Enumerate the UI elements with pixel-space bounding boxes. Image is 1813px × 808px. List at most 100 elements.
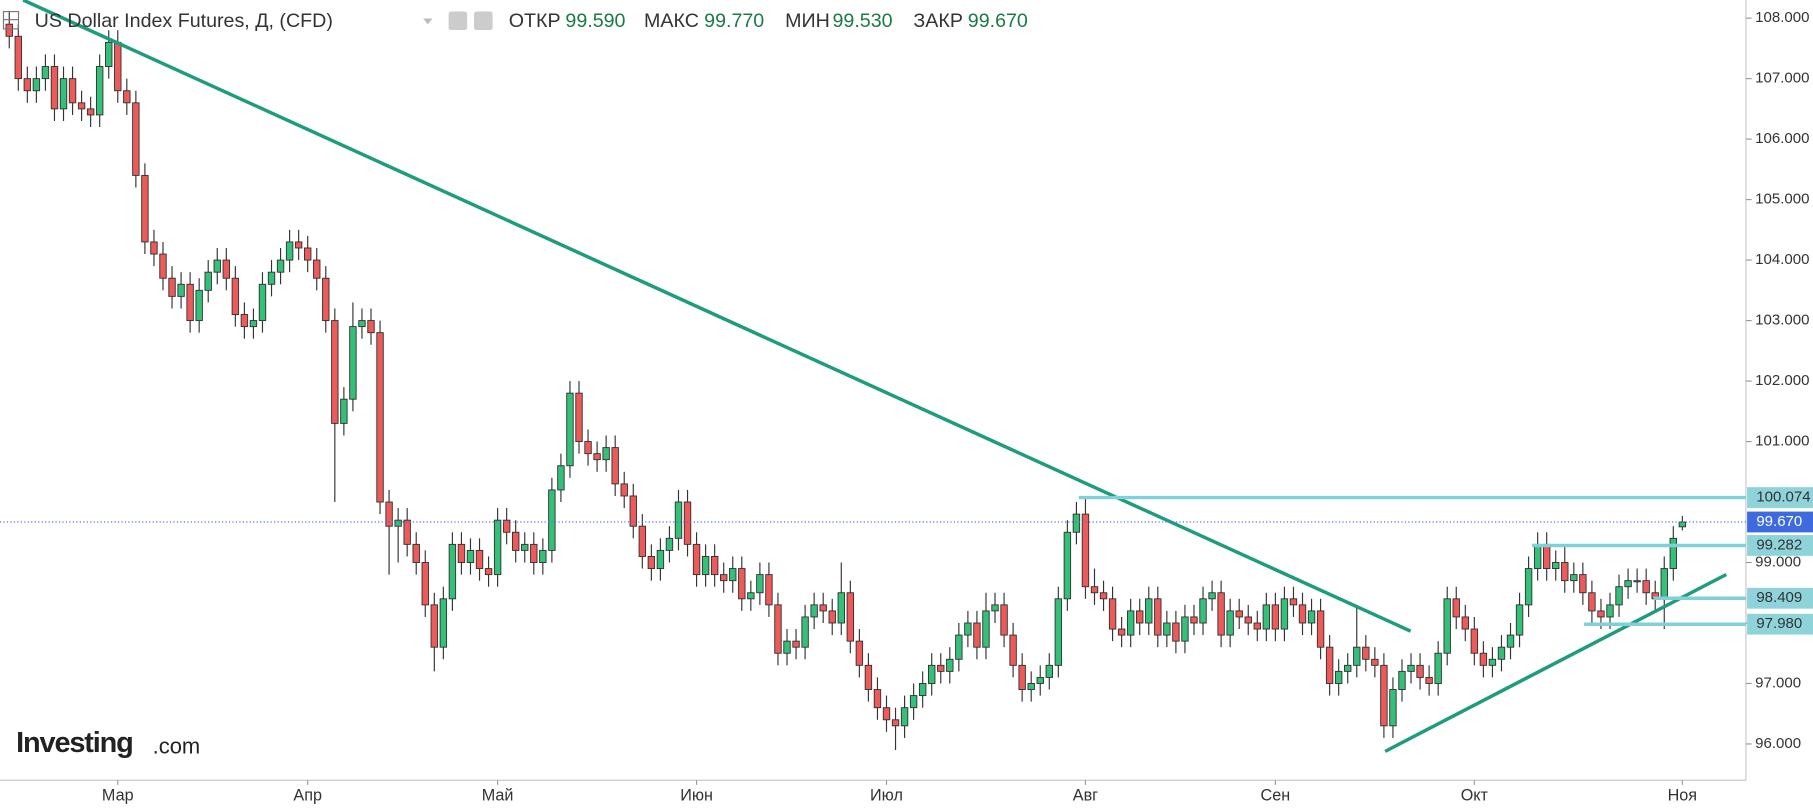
candle-body	[1615, 586, 1623, 606]
candle-body	[430, 604, 439, 648]
candle-body	[475, 549, 484, 570]
candle-body	[1253, 622, 1261, 630]
x-tick-label: Авг	[1073, 787, 1098, 805]
candle-body	[1524, 568, 1533, 606]
candle-body	[946, 658, 954, 672]
candle-body	[1479, 652, 1488, 666]
candle-body	[1570, 574, 1578, 582]
level-label: 99.282	[1756, 536, 1802, 553]
candle-body	[1208, 592, 1216, 600]
candle-body	[1307, 610, 1316, 624]
candle-body	[1425, 676, 1433, 684]
candle-body	[240, 314, 249, 328]
candle-body	[521, 543, 529, 551]
candle-body	[964, 622, 972, 636]
candle-body	[647, 556, 656, 570]
candle-body	[59, 78, 68, 110]
candle-body	[1461, 616, 1469, 630]
candle-body	[77, 102, 86, 110]
candle-body	[1606, 604, 1614, 618]
candle-body	[937, 664, 945, 672]
candle-body	[683, 501, 692, 545]
candle-body	[1344, 664, 1352, 672]
logo-suffix: .com	[153, 734, 201, 759]
candle-body	[801, 616, 809, 648]
candle-body	[1181, 616, 1189, 642]
candle-body	[1271, 604, 1280, 630]
candle-body	[810, 604, 818, 618]
visibility-icon[interactable]	[448, 11, 468, 31]
current-price-label: 99.670	[1756, 513, 1802, 530]
candle-body	[1136, 610, 1144, 624]
candle-body	[593, 453, 601, 461]
candle-body	[95, 66, 104, 116]
candle-body	[539, 549, 547, 563]
settings-icon[interactable]	[474, 11, 493, 31]
candle-body	[1235, 610, 1243, 618]
candle-body	[1172, 622, 1180, 642]
candle-body	[656, 549, 665, 570]
candle-body	[258, 283, 267, 322]
candle-body	[982, 610, 990, 648]
candle-body	[674, 501, 683, 539]
candle-body	[132, 102, 140, 176]
candle-body	[557, 465, 565, 491]
candle-body	[973, 622, 981, 648]
candle-body	[575, 392, 583, 443]
candle-body	[86, 108, 95, 116]
candle-body	[566, 392, 574, 467]
candle-body	[1036, 676, 1044, 684]
candle-body	[1099, 592, 1108, 600]
candle-body	[267, 271, 276, 285]
candle-body	[1434, 652, 1442, 684]
candle-body	[14, 35, 22, 80]
candle-body	[692, 543, 701, 576]
close-label: ЗАКР	[913, 10, 963, 32]
x-tick-label: Ноя	[1668, 787, 1697, 805]
candle-body	[439, 598, 448, 648]
candle-body	[1597, 610, 1605, 618]
candle-body	[1117, 628, 1126, 636]
candle-body	[1108, 598, 1117, 630]
candle-body	[548, 489, 556, 551]
candle-body	[991, 604, 999, 612]
y-tick-label: 103.000	[1755, 312, 1809, 329]
candle-body	[313, 259, 321, 279]
y-tick-label: 101.000	[1755, 433, 1809, 450]
candle-body	[457, 543, 466, 563]
candle-body	[1018, 664, 1026, 690]
candle-body	[303, 247, 312, 261]
candle-body	[620, 483, 628, 497]
candle-body	[738, 568, 746, 600]
candle-body	[756, 574, 764, 594]
candle-body	[421, 562, 429, 606]
candle-body	[837, 592, 845, 624]
candle-body	[747, 592, 755, 600]
low-label: МИН	[785, 10, 830, 32]
candle-body	[195, 289, 203, 322]
candle-body	[783, 640, 791, 654]
candle-body	[394, 519, 402, 527]
candle-body	[1353, 646, 1361, 666]
candle-body	[1126, 610, 1135, 636]
dropdown-arrow[interactable]	[423, 18, 433, 25]
candle-body	[611, 447, 619, 485]
candle-body	[276, 259, 285, 273]
y-tick-label: 105.000	[1755, 191, 1809, 208]
candle-body	[828, 610, 836, 624]
candle-body	[68, 78, 77, 104]
candle-body	[1533, 543, 1542, 570]
candle-body	[186, 283, 194, 322]
candle-body	[891, 719, 900, 727]
candle-body	[1045, 664, 1053, 678]
candle-body	[1199, 598, 1207, 624]
candle-body	[1244, 616, 1252, 624]
candle-body	[1163, 622, 1171, 636]
candle-body	[1298, 604, 1307, 624]
candle-body	[32, 78, 41, 92]
x-tick-label: Апр	[293, 787, 322, 805]
candles	[5, 12, 1687, 751]
candle-body	[720, 574, 728, 582]
y-tick-label: 107.000	[1755, 70, 1809, 87]
candle-body	[376, 332, 384, 503]
